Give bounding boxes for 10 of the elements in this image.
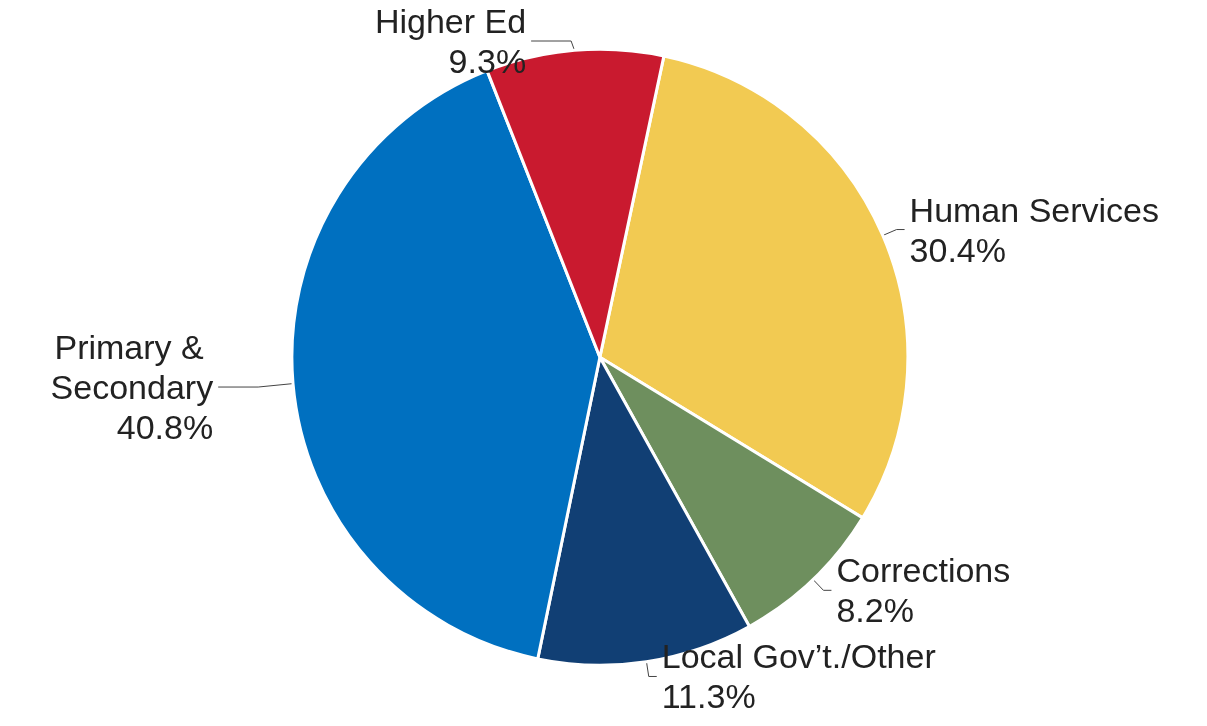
data-label: 8.2% — [836, 591, 914, 630]
slice-label: Primary & Secondary — [50, 328, 214, 407]
slice-label: Higher Ed — [374, 2, 527, 40]
data-label: 9.3% — [448, 42, 527, 80]
slice-label: Human Services — [909, 190, 1159, 229]
slice-label: Corrections — [836, 551, 1011, 590]
data-label: 11.3% — [661, 677, 756, 716]
slice-label: Local Gov’t./Other — [661, 637, 936, 676]
data-label: 40.8% — [116, 408, 214, 447]
data-label: 30.4% — [909, 230, 1006, 269]
